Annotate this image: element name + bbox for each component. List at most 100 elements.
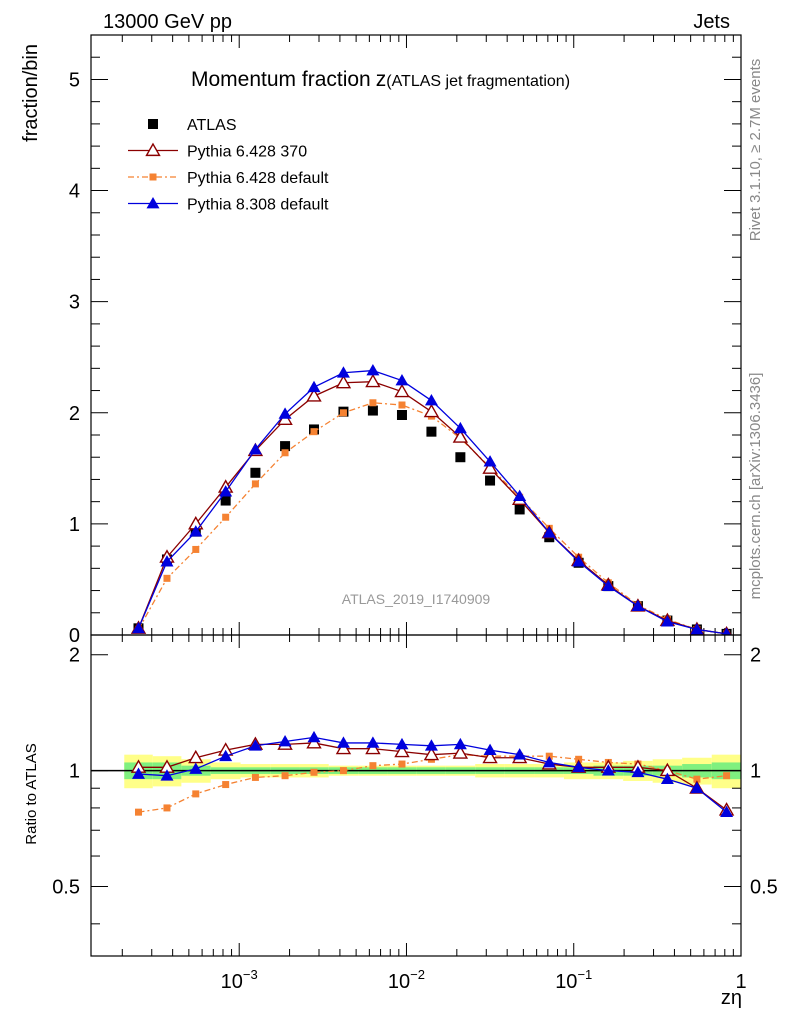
data-point — [631, 765, 645, 778]
main-panel-series — [130, 364, 732, 635]
ratio-tick-label: 2 — [69, 645, 80, 667]
data-point — [145, 142, 161, 157]
x-tick-label-base: 10 — [555, 971, 577, 993]
analysis-label: ATLAS_2019_I1740909 — [342, 591, 491, 607]
data-point — [455, 452, 466, 463]
data-point — [660, 615, 674, 627]
legend-label: Pythia 6.428 370 — [187, 144, 307, 161]
data-point — [148, 119, 158, 129]
data-point — [132, 767, 146, 779]
data-point — [513, 489, 527, 501]
data-point — [514, 504, 525, 515]
data-point — [423, 403, 440, 418]
data-point — [367, 405, 378, 416]
data-point — [369, 399, 377, 407]
data-point — [163, 804, 171, 812]
x-tick-label: 10−2 — [388, 967, 425, 993]
ratio-panel-series — [130, 730, 735, 818]
data-point — [395, 374, 409, 386]
mcplots-label: mcplots.cern.ch [arXiv:1306.3436] — [747, 373, 764, 600]
data-point — [485, 475, 496, 486]
data-point — [222, 513, 230, 521]
data-point — [482, 749, 498, 764]
chart-title: Momentum fraction z(ATLAS jet fragmentati… — [191, 68, 570, 91]
data-point — [720, 805, 734, 818]
data-point — [219, 485, 233, 497]
data-point — [307, 730, 321, 743]
data-point — [452, 745, 469, 759]
x-axis-label: zη — [721, 987, 742, 1009]
data-point — [366, 364, 380, 376]
data-point — [310, 768, 318, 776]
data-point — [483, 743, 497, 756]
x-tick-label-base: 10 — [388, 971, 410, 993]
x-tick-label-base: 1 — [735, 971, 746, 993]
data-point — [281, 449, 289, 457]
ratio-tick-label: 0.5 — [52, 877, 80, 899]
data-point — [248, 442, 262, 455]
header-process: Jets — [693, 11, 730, 33]
data-point — [572, 760, 586, 773]
data-point — [394, 743, 410, 758]
data-point — [339, 767, 347, 775]
data-point — [189, 762, 203, 774]
data-point — [220, 495, 231, 506]
data-point — [335, 374, 352, 389]
y-tick-label: 4 — [69, 181, 80, 203]
data-point — [160, 555, 174, 567]
data-point — [251, 773, 259, 781]
data-point — [278, 735, 292, 747]
x-tick-label-exponent: −3 — [243, 967, 258, 982]
data-point — [601, 579, 615, 591]
data-point — [398, 401, 406, 409]
data-point — [722, 627, 731, 635]
data-point — [251, 480, 259, 488]
data-point — [452, 429, 469, 443]
data-point — [426, 426, 437, 437]
data-point — [575, 755, 583, 763]
data-point — [660, 772, 674, 785]
data-point — [453, 737, 467, 750]
data-point — [366, 736, 380, 748]
rivet-label: Rivet 3.1.10, ≥ 2.7M events — [747, 59, 764, 242]
data-point — [278, 407, 292, 419]
ratio-y-axis-label: Ratio to ATLAS — [23, 743, 40, 844]
data-point — [248, 739, 262, 751]
data-point — [163, 574, 171, 582]
data-point — [483, 455, 497, 467]
ratio-tick-label-right: 2 — [750, 645, 761, 667]
data-point — [307, 380, 321, 393]
data-point — [132, 621, 146, 634]
data-point — [335, 740, 352, 755]
data-point — [281, 772, 289, 780]
data-point — [149, 173, 157, 181]
data-point — [542, 755, 556, 768]
x-tick-label-exponent: −1 — [577, 967, 592, 982]
data-point — [631, 599, 645, 611]
data-point — [365, 740, 381, 755]
data-point — [365, 373, 381, 388]
y-tick-label: 3 — [69, 292, 80, 314]
y-tick-label: 2 — [69, 403, 80, 425]
data-point — [542, 526, 556, 538]
data-point — [310, 428, 318, 436]
chart-title-main: Momentum fraction — [191, 68, 371, 91]
legend-label: ATLAS — [187, 117, 237, 134]
data-point — [396, 410, 407, 420]
legend-label: Pythia 8.308 default — [187, 197, 329, 214]
data-point — [280, 441, 291, 452]
x-tick-label-base: 10 — [221, 971, 243, 993]
data-point — [160, 769, 174, 781]
data-point — [693, 775, 701, 783]
data-point — [690, 781, 704, 794]
ratio-panel-frame — [90, 634, 742, 957]
ratio-tick-label-right: 1 — [750, 761, 761, 783]
data-point — [189, 525, 203, 537]
data-point — [513, 748, 527, 760]
data-point — [369, 762, 377, 770]
axes — [91, 34, 742, 956]
chart-title-symbol: z — [376, 68, 387, 91]
y-tick-label: 5 — [69, 69, 80, 91]
data-point — [424, 739, 438, 751]
